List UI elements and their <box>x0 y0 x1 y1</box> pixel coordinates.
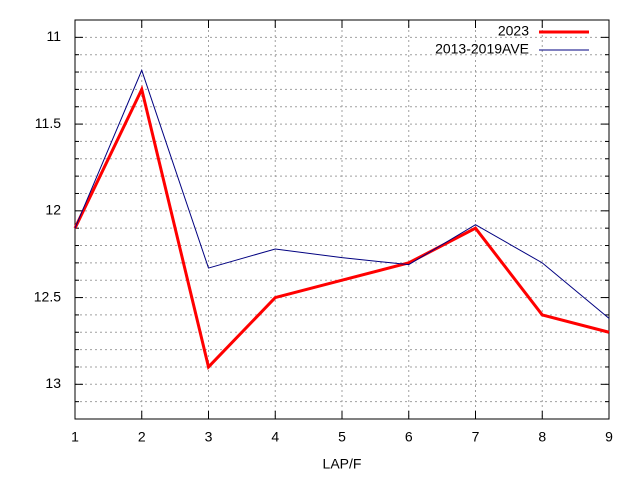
x-tick-label: 8 <box>538 429 546 445</box>
x-tick-label: 9 <box>605 429 613 445</box>
y-tick-label: 11 <box>46 28 61 44</box>
x-tick-label: 2 <box>138 429 146 445</box>
series-line <box>73 84 610 370</box>
x-axis-label: LAP/F <box>323 456 362 472</box>
y-tick-label: 13 <box>45 375 61 391</box>
x-tick-label: 3 <box>205 429 213 445</box>
x-tick-label: 4 <box>271 429 279 445</box>
y-tick-label: 12.5 <box>34 288 61 304</box>
y-tick-label: 12 <box>45 202 61 218</box>
x-tick-label: 6 <box>405 429 413 445</box>
x-tick-label: 5 <box>338 429 346 445</box>
x-tick-label: 7 <box>472 429 480 445</box>
plot-frame <box>74 19 610 420</box>
legend-label: 2023 <box>498 23 529 39</box>
series-line <box>74 68 610 319</box>
y-tick-label: 11.5 <box>35 115 61 131</box>
x-tick-label: 1 <box>71 429 79 445</box>
legend-label: 2013-2019AVE <box>435 41 529 57</box>
